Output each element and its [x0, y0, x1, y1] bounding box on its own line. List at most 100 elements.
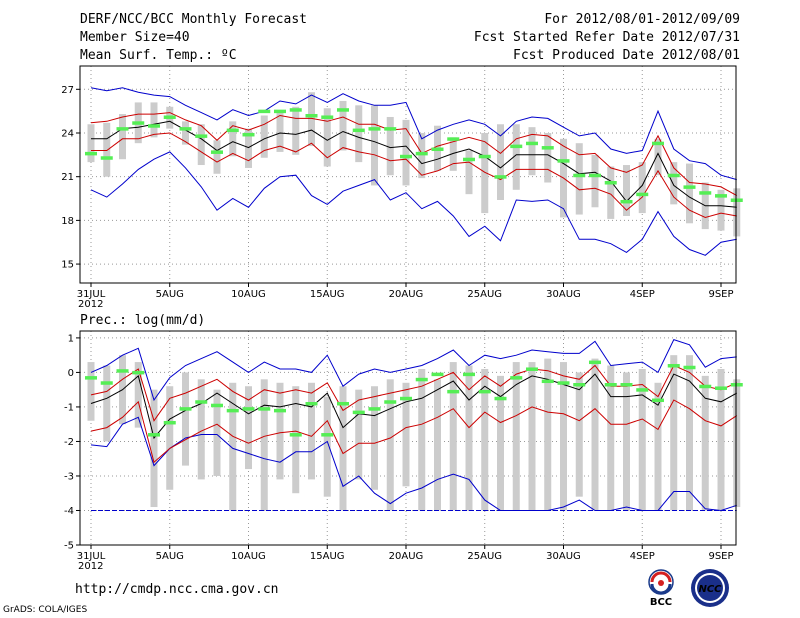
ensemble-box [355, 389, 363, 480]
ensemble-box [623, 165, 630, 217]
y-tick-label: -3 [64, 471, 74, 482]
observed-marker [368, 407, 381, 411]
ensemble-box [402, 382, 410, 487]
x-tick-label: 4SEP [630, 289, 655, 300]
observed-marker [526, 141, 538, 146]
ensemble-box [260, 115, 268, 158]
observed-marker [258, 109, 271, 114]
observed-marker [699, 384, 712, 389]
ensemble-box [260, 379, 268, 511]
ensemble-box [308, 382, 315, 480]
ensemble-box [560, 362, 567, 511]
observed-marker [384, 400, 397, 404]
ensemble-box [339, 386, 347, 511]
observed-marker [494, 396, 507, 401]
observed-marker [321, 433, 334, 437]
min-line [90, 416, 737, 512]
observed-marker [305, 114, 318, 118]
observed-marker [400, 154, 412, 159]
observed-marker [179, 127, 192, 131]
y-tick-label: -4 [64, 506, 74, 517]
observed-marker [258, 407, 271, 411]
ensemble-box [276, 112, 284, 152]
observed-marker [652, 141, 664, 146]
ensemble-box [119, 114, 126, 160]
y-tick-label: 27 [61, 85, 74, 96]
observed-marker [652, 398, 664, 403]
ensemble-box [670, 355, 678, 511]
observed-marker [226, 408, 239, 413]
ensemble-box [623, 372, 630, 511]
x-tick-label: 25AUG [467, 551, 502, 562]
observed-marker [699, 191, 712, 195]
observed-marker [116, 369, 129, 373]
y-tick-label: -2 [64, 437, 74, 448]
observed-marker [589, 173, 601, 178]
ensemble-box [686, 355, 693, 511]
observed-marker [148, 433, 160, 437]
observed-marker [211, 150, 223, 154]
ensemble-box [323, 108, 331, 167]
y-tick-label: 18 [61, 216, 74, 227]
ensemble-box [544, 132, 552, 183]
x-tick-label: 5AUG [156, 289, 184, 300]
ensemble-box [449, 137, 457, 171]
ensemble-box [308, 92, 315, 147]
observed-marker [667, 364, 680, 368]
x-tick-label: 15AUG [310, 289, 345, 300]
observed-marker [447, 137, 460, 141]
observed-marker [163, 420, 176, 425]
observed-marker [715, 386, 727, 390]
ensemble-box [465, 365, 473, 511]
observed-marker [415, 377, 428, 382]
ensemble-box [87, 362, 95, 421]
observed-marker [431, 147, 444, 152]
ensemble-box [150, 389, 158, 508]
x-tick-label: 10AUG [231, 289, 266, 300]
ensemble-box [465, 150, 473, 195]
x-tick-label: 9SEP [708, 289, 733, 300]
y-tick-label: 21 [61, 172, 74, 183]
ensemble-box [229, 121, 237, 157]
ensemble-box [103, 365, 111, 442]
observed-marker [242, 132, 255, 137]
ensemble-box [512, 124, 520, 190]
x-tick-label: 25AUG [467, 289, 502, 300]
ensemble-box [654, 138, 662, 176]
variable-label: Mean Surf. Temp.: ºC [80, 48, 237, 63]
observed-marker [604, 181, 617, 185]
bcc-logo-text: BCC [650, 597, 672, 607]
source-url[interactable]: http://cmdp.ncc.cma.gov.cn [75, 582, 279, 597]
observed-marker [400, 396, 412, 401]
observed-marker [415, 151, 428, 156]
ensemble-box [670, 162, 678, 205]
x-tick-label: 5AUG [156, 551, 184, 562]
max-line [90, 87, 737, 181]
observed-marker [195, 134, 208, 138]
ensemble-box [245, 128, 252, 168]
observed-marker [573, 383, 586, 387]
ensemble-box [717, 368, 725, 511]
ensemble-box [276, 382, 284, 480]
ensemble-box [166, 386, 174, 490]
ensemble-box [182, 372, 189, 466]
max-line [90, 338, 737, 402]
ensemble-box [607, 365, 615, 511]
observed-marker [510, 144, 523, 149]
observed-marker [526, 367, 538, 371]
x-tick-label: 20AUG [389, 289, 424, 300]
ensemble-box [150, 102, 158, 138]
observed-marker [148, 124, 160, 128]
ensemble-box [197, 124, 205, 166]
ensemble-box [481, 132, 489, 214]
ensemble-box [339, 100, 347, 151]
y-tick-label: 0 [68, 368, 74, 379]
grads-credit: GrADS: COLA/IGES [3, 605, 88, 615]
ensemble-box [371, 105, 378, 186]
ensemble-box [528, 362, 536, 511]
y-tick-label: 1 [68, 333, 74, 344]
ensemble-box [591, 154, 599, 208]
observed-marker [352, 128, 365, 133]
ensemble-box [418, 132, 426, 179]
